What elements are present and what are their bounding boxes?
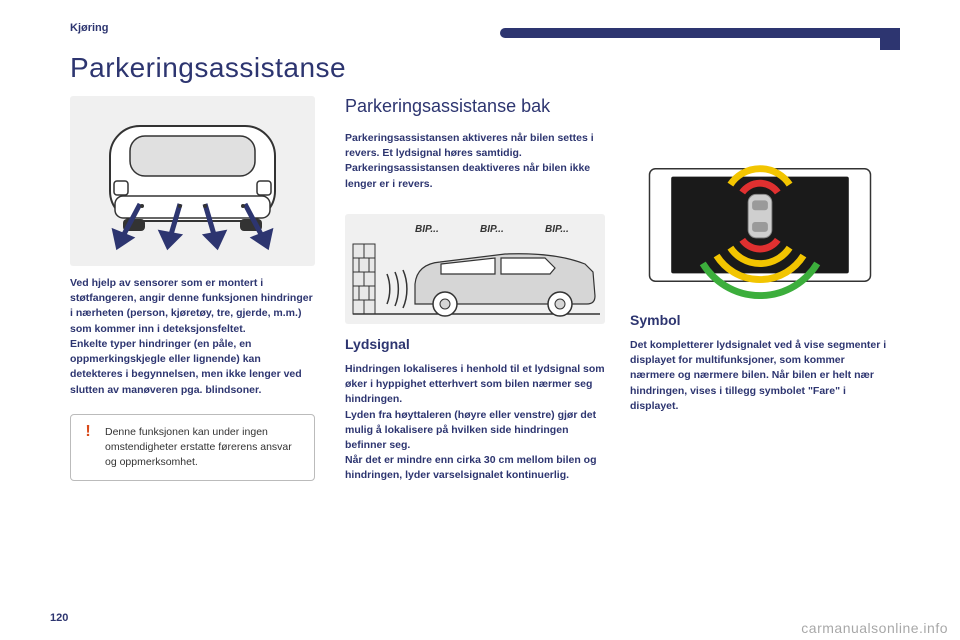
header-bar — [500, 28, 880, 38]
illustration-rear-car — [70, 96, 315, 266]
col2-intro: Parkeringsassistansen aktiveres når bile… — [345, 131, 605, 192]
illustration-side-bip: BIP... BIP... BIP... — [345, 214, 605, 324]
col2-subheading: Lydsignal — [345, 336, 605, 352]
page-title: Parkeringsassistanse — [70, 52, 346, 84]
column-right: Symbol Det kompletterer lydsignalet ved … — [630, 150, 890, 414]
header-bar-tail — [880, 28, 900, 50]
svg-text:BIP...: BIP... — [480, 224, 504, 235]
col2-heading: Parkeringsassistanse bak — [345, 96, 605, 117]
page-number: 120 — [50, 612, 68, 624]
column-middle: Parkeringsassistanse bak Parkeringsassis… — [345, 96, 605, 484]
section-label: Kjøring — [70, 22, 109, 34]
illustration-display — [630, 150, 890, 300]
page: Kjøring Parkeringsassistanse — [0, 0, 960, 640]
svg-text:BIP...: BIP... — [415, 224, 439, 235]
watermark: carmanualsonline.info — [801, 620, 948, 636]
col2-subtext: Hindringen lokaliseres i henhold til et … — [345, 362, 605, 484]
col3-subheading: Symbol — [630, 312, 890, 328]
warning-icon: ! — [79, 423, 97, 441]
col1-paragraph: Ved hjelp av sensorer som er montert i s… — [70, 276, 315, 398]
column-left: Ved hjelp av sensorer som er montert i s… — [70, 96, 315, 481]
warning-note: ! Denne funksjonen kan under ingen omste… — [70, 414, 315, 482]
col3-text: Det kompletterer lydsignalet ved å vise … — [630, 338, 890, 414]
warning-text: Denne funksjonen kan under ingen omstend… — [105, 426, 292, 468]
svg-text:BIP...: BIP... — [545, 224, 569, 235]
